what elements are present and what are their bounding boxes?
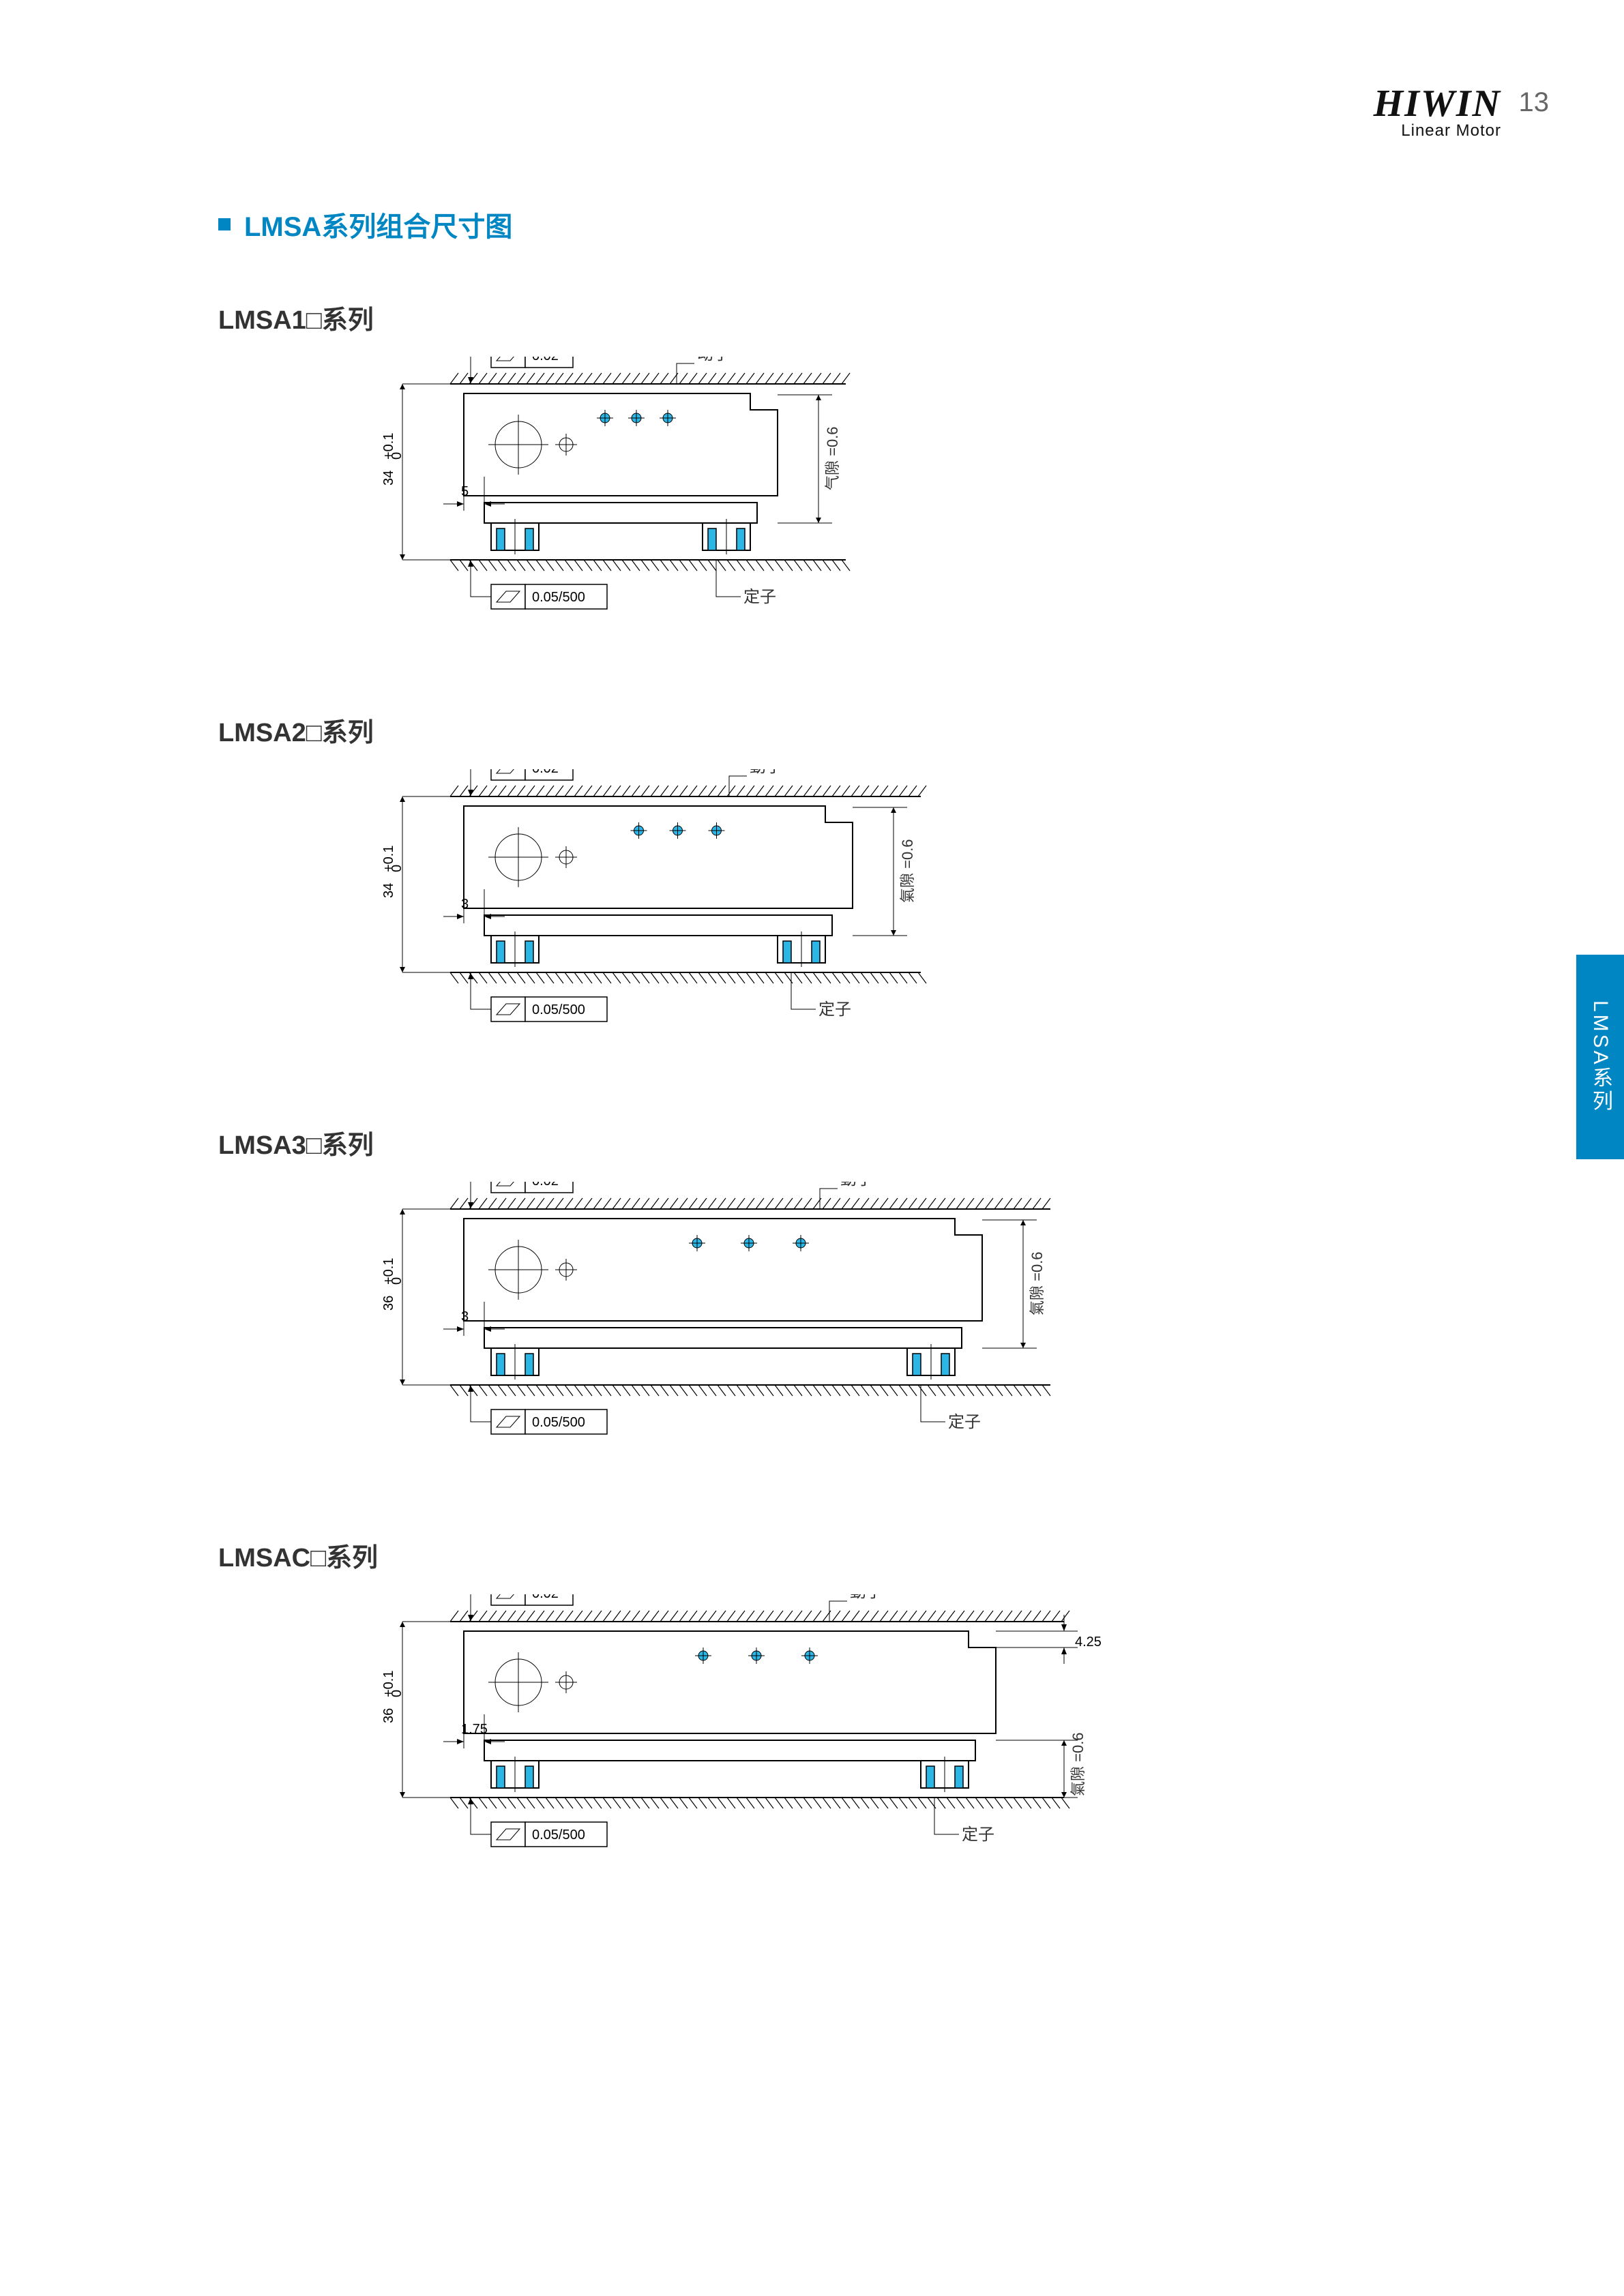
svg-text:34: 34 <box>381 883 396 898</box>
svg-text:氣隙 =0.6: 氣隙 =0.6 <box>899 839 916 903</box>
svg-text:定子: 定子 <box>948 1413 981 1431</box>
mover-label: 動子 <box>850 1594 883 1601</box>
section-title: LMSA系列组合尺寸图 <box>244 205 512 244</box>
bullet-icon <box>218 218 231 230</box>
svg-text:0.02: 0.02 <box>532 1594 559 1601</box>
svg-text:3: 3 <box>461 897 469 912</box>
svg-text:36: 36 <box>381 1708 396 1723</box>
svg-text:氣隙 =0.6: 氣隙 =0.6 <box>1069 1732 1087 1796</box>
svg-text:定子: 定子 <box>962 1825 994 1844</box>
svg-text:氣隙 =0.6: 氣隙 =0.6 <box>1029 1251 1046 1315</box>
svg-text:0.05/500: 0.05/500 <box>532 1415 585 1430</box>
side-tab: LMSA系列 <box>1576 955 1624 1159</box>
diagram-lmsa1: 0.02动子0.05/500定子34+0.105气隙 =0.6 <box>355 357 1433 657</box>
svg-text:定子: 定子 <box>743 588 776 606</box>
svg-text:34: 34 <box>381 471 396 486</box>
svg-text:0: 0 <box>389 1690 404 1697</box>
svg-text:5: 5 <box>461 484 469 499</box>
svg-text:0.02: 0.02 <box>532 1182 559 1189</box>
mover-label: 动子 <box>697 357 730 363</box>
subsection-title-lmsa1: LMSA1□系列 <box>218 299 1433 336</box>
subsection-title-lmsa3: LMSA3□系列 <box>218 1124 1433 1161</box>
subsection-title-lmsac: LMSAC□系列 <box>218 1536 1433 1574</box>
diagram-lmsa2: 0.02動子0.05/500定子34+0.103氣隙 =0.6 <box>355 769 1433 1069</box>
svg-text:气隙 =0.6: 气隙 =0.6 <box>824 426 841 490</box>
svg-text:0.05/500: 0.05/500 <box>532 590 585 605</box>
mover-label: 動子 <box>750 769 782 776</box>
svg-text:定子: 定子 <box>818 1000 851 1019</box>
svg-text:0.05/500: 0.05/500 <box>532 1002 585 1017</box>
brand-logo: HIWIN <box>1374 82 1501 125</box>
svg-text:3: 3 <box>461 1309 469 1324</box>
page-number: 13 <box>1519 87 1550 118</box>
svg-text:1.75: 1.75 <box>461 1722 488 1737</box>
svg-text:0: 0 <box>389 865 404 872</box>
svg-text:4.25: 4.25 <box>1075 1635 1102 1650</box>
mover-label: 動子 <box>840 1182 873 1189</box>
svg-text:0.05/500: 0.05/500 <box>532 1828 585 1843</box>
diagram-lmsac: 0.02動子0.05/500定子36+0.101.754.25氣隙 =0.6 <box>355 1594 1433 1894</box>
page: HIWIN Linear Motor 13 LMSA系列 LMSA系列组合尺寸图… <box>0 0 1624 2296</box>
subsection-title-lmsa2: LMSA2□系列 <box>218 711 1433 749</box>
svg-text:0: 0 <box>389 1277 404 1285</box>
svg-text:36: 36 <box>381 1296 396 1311</box>
svg-text:0: 0 <box>389 452 404 460</box>
diagram-lmsa3: 0.02動子0.05/500定子36+0.103氣隙 =0.6 <box>355 1182 1433 1482</box>
svg-text:0.02: 0.02 <box>532 357 559 363</box>
svg-text:0.02: 0.02 <box>532 769 559 776</box>
header: HIWIN Linear Motor <box>1374 82 1501 140</box>
section-header: LMSA系列组合尺寸图 <box>218 205 1433 244</box>
